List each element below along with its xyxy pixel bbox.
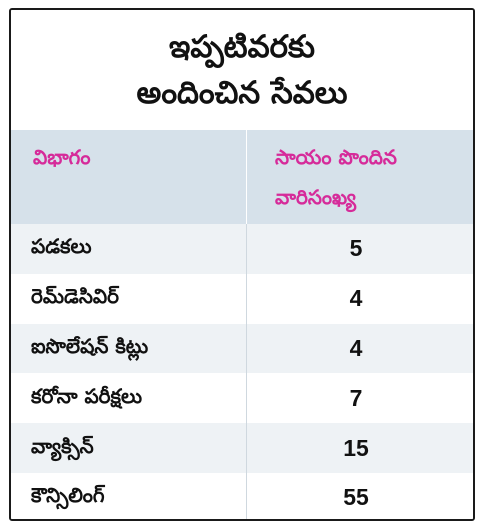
title-line-2: అందించిన సేవలు: [136, 75, 348, 111]
row-value: 5: [349, 235, 363, 262]
row-value: 4: [349, 285, 363, 312]
row-label: పడకలు: [11, 224, 247, 274]
row-value: 4: [349, 334, 363, 361]
table-row: కరోనా పరీక్షలు 7: [11, 373, 473, 424]
header-beneficiaries: సాయం పొందిన వారిసంఖ్య: [247, 130, 473, 224]
header-beneficiaries-line-1: సాయం పొందిన: [275, 145, 397, 169]
row-value: 55: [343, 484, 369, 511]
row-label: కౌన్సిలింగ్: [11, 472, 247, 519]
table-row: రెమ్‌డెసివిర్ 4: [11, 273, 473, 324]
header-department: విభాగం: [11, 130, 247, 224]
row-label: వ్యాక్సిన్: [11, 423, 247, 473]
table-row: వ్యాక్సిన్ 15: [11, 423, 473, 473]
table-row: పడకలు 5: [11, 224, 473, 274]
header-beneficiaries-line-2: వారిసంఖ్య: [275, 185, 357, 209]
row-value: 15: [343, 434, 369, 461]
row-label: కరోనా పరీక్షలు: [11, 373, 247, 424]
table-header: విభాగం సాయం పొందిన వారిసంఖ్య: [11, 130, 473, 224]
table-row: ఐసొలేషన్ కిట్లు 4: [11, 323, 473, 374]
services-card: ఇప్పటివరకు అందించిన సేవలు విభాగం సాయం పొ…: [9, 8, 475, 521]
table-row: కౌన్సిలింగ్ 55: [11, 472, 473, 519]
row-label: ఐసొలేషన్ కిట్లు: [11, 323, 247, 374]
row-label: రెమ్‌డెసివిర్: [11, 273, 247, 324]
title-block: ఇప్పటివరకు అందించిన సేవలు: [11, 10, 473, 130]
row-value: 7: [349, 384, 363, 411]
title-line-1: ఇప్పటివరకు: [169, 29, 315, 65]
